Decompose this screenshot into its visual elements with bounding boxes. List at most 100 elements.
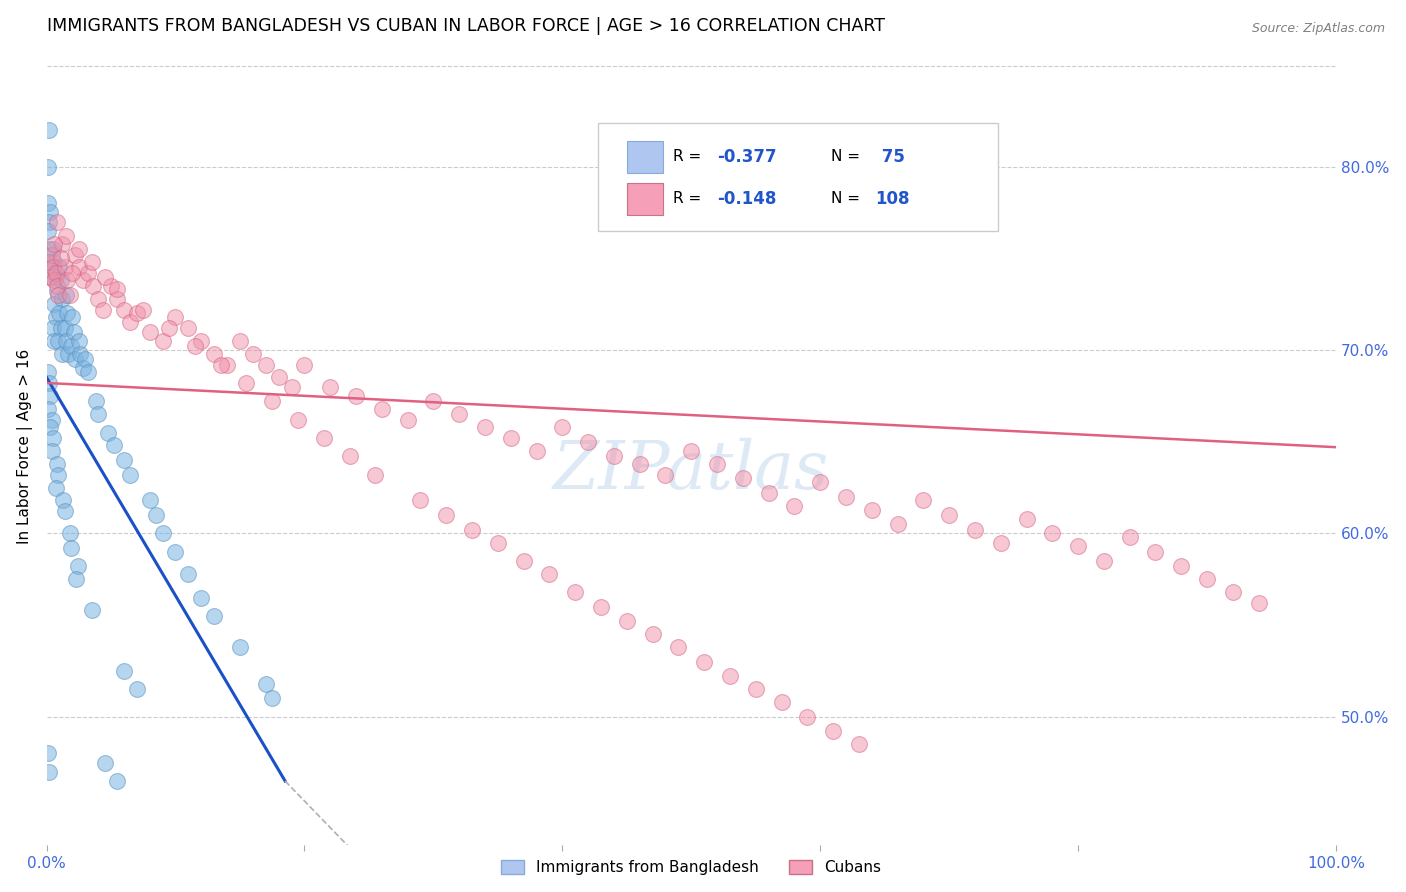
Point — [60, 339, 83, 353]
Point — [51, 346, 73, 360]
Point — [1015, 512, 1038, 526]
Point — [76, 266, 98, 280]
Point — [37, 401, 59, 416]
Point — [364, 467, 387, 482]
Point — [848, 737, 870, 751]
Point — [125, 306, 148, 320]
Point — [39, 269, 62, 284]
Point — [51, 292, 73, 306]
Point — [499, 431, 522, 445]
Point — [46, 334, 69, 348]
Text: -0.148: -0.148 — [717, 190, 776, 208]
Point — [51, 236, 73, 251]
Point — [449, 407, 471, 421]
Point — [45, 310, 67, 324]
Point — [512, 554, 534, 568]
Point — [55, 229, 77, 244]
Point — [132, 302, 155, 317]
Point — [103, 438, 125, 452]
Point — [177, 566, 200, 581]
Text: 108: 108 — [876, 190, 910, 208]
Point — [44, 273, 66, 287]
Point — [1170, 559, 1192, 574]
Text: Source: ZipAtlas.com: Source: ZipAtlas.com — [1251, 22, 1385, 36]
Point — [184, 339, 207, 353]
Point — [1092, 554, 1115, 568]
Point — [39, 269, 62, 284]
Point — [93, 269, 115, 284]
Point — [48, 260, 70, 275]
Point — [783, 499, 806, 513]
Point — [1144, 545, 1167, 559]
Point — [72, 361, 94, 376]
Point — [262, 394, 284, 409]
Point — [912, 493, 935, 508]
Point — [49, 252, 72, 266]
Point — [107, 774, 129, 789]
Point — [65, 572, 87, 586]
Point — [37, 160, 59, 174]
Point — [938, 508, 960, 522]
Point — [37, 224, 59, 238]
Point — [42, 242, 65, 256]
Point — [91, 302, 114, 317]
Point — [209, 358, 232, 372]
Point — [666, 640, 689, 654]
Point — [267, 370, 290, 384]
Point — [628, 457, 651, 471]
FancyBboxPatch shape — [627, 183, 662, 215]
Point — [52, 493, 75, 508]
Point — [409, 493, 432, 508]
Point — [80, 603, 103, 617]
Point — [59, 288, 82, 302]
Point — [62, 325, 84, 339]
Text: 75: 75 — [876, 148, 904, 166]
Point — [49, 273, 72, 287]
Point — [371, 401, 394, 416]
Point — [1040, 526, 1063, 541]
Point — [434, 508, 457, 522]
Point — [37, 255, 59, 269]
Point — [731, 471, 754, 485]
Point — [100, 278, 122, 293]
Point — [745, 682, 768, 697]
Point — [48, 306, 70, 320]
Point — [681, 443, 703, 458]
Point — [770, 695, 793, 709]
Point — [80, 255, 103, 269]
Point — [112, 302, 135, 317]
Point — [112, 664, 135, 678]
Point — [312, 431, 335, 445]
Legend: Immigrants from Bangladesh, Cubans: Immigrants from Bangladesh, Cubans — [495, 855, 887, 881]
Point — [44, 334, 66, 348]
Y-axis label: In Labor Force | Age > 16: In Labor Force | Age > 16 — [17, 349, 32, 544]
Point — [190, 591, 212, 605]
Text: N =: N = — [831, 192, 865, 206]
Point — [1195, 572, 1218, 586]
Point — [641, 627, 664, 641]
Point — [87, 292, 110, 306]
Point — [202, 608, 225, 623]
Point — [60, 266, 83, 280]
Point — [254, 358, 277, 372]
Point — [60, 541, 83, 555]
Point — [53, 504, 76, 518]
Point — [45, 214, 67, 228]
Point — [38, 242, 60, 256]
Point — [564, 585, 586, 599]
Point — [217, 358, 239, 372]
Point — [190, 334, 212, 348]
Point — [55, 288, 77, 302]
FancyBboxPatch shape — [599, 123, 998, 231]
Point — [808, 475, 831, 489]
Point — [97, 425, 120, 440]
Point — [69, 346, 91, 360]
Point — [138, 493, 160, 508]
Point — [287, 412, 309, 426]
Point — [823, 724, 845, 739]
Point — [42, 321, 65, 335]
Point — [37, 365, 59, 379]
Point — [280, 379, 302, 393]
Point — [758, 486, 780, 500]
Point — [706, 457, 728, 471]
